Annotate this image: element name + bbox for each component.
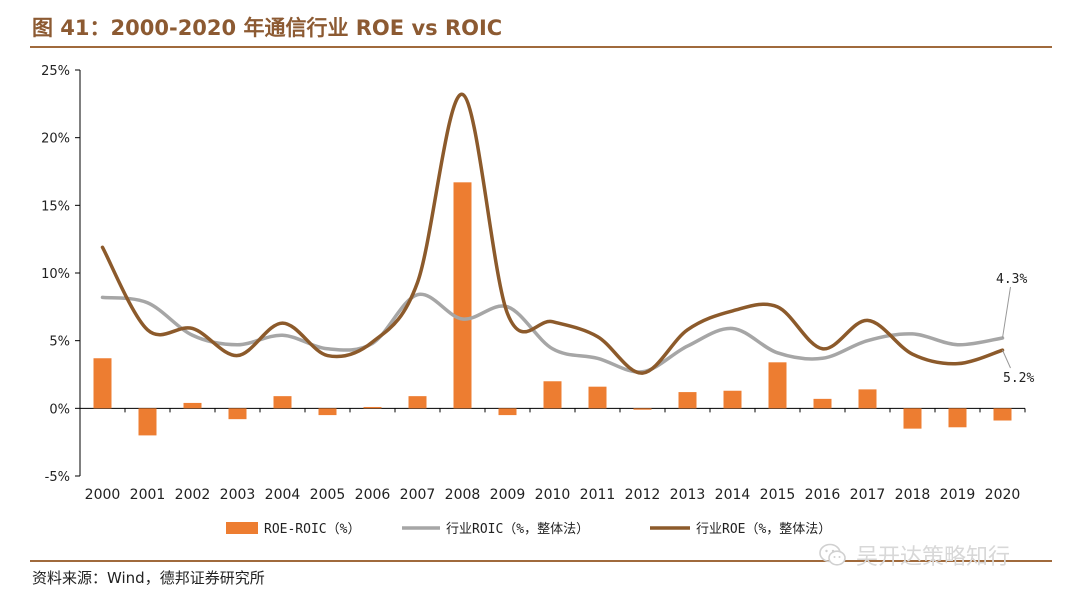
x-tick-label: 2018	[895, 487, 931, 503]
y-tick-label: 5%	[49, 335, 70, 350]
bar	[678, 392, 697, 409]
bar	[588, 386, 607, 409]
annotation-leader	[1002, 349, 1011, 369]
bar	[183, 402, 202, 409]
watermark-text: 吴开达策略知行	[856, 545, 1011, 570]
x-tick-label: 2007	[400, 487, 436, 503]
bar	[93, 358, 112, 409]
x-tick-label: 2015	[760, 487, 796, 503]
x-tick-label: 2013	[670, 487, 706, 503]
legend-label: 行业ROE（%，整体法）	[696, 522, 831, 537]
x-tick-label: 2011	[580, 487, 616, 503]
annotation-label: 5.2%	[1003, 371, 1034, 386]
x-tick-label: 2008	[445, 487, 481, 503]
x-tick-label: 2005	[310, 487, 346, 503]
annotation-label: 4.3%	[996, 272, 1027, 287]
page-title: 图 41：2000-2020 年通信行业 ROE vs ROIC	[32, 16, 503, 40]
chart-legend: ROE-ROIC（%） 行业ROIC（%，整体法） 行业ROE（%，整体法）	[226, 522, 831, 537]
y-tick-label: -5%	[45, 470, 70, 485]
legend-label: 行业ROIC（%，整体法）	[446, 522, 589, 537]
bar	[228, 408, 247, 420]
annotation-leader	[1002, 286, 1011, 339]
bar	[723, 390, 742, 409]
x-tick-label: 2006	[355, 487, 391, 503]
bar	[813, 398, 832, 409]
wechat-icon	[819, 543, 846, 566]
source-note: 资料来源：Wind，德邦证券研究所	[32, 569, 265, 587]
bar	[633, 408, 652, 410]
x-tick-label: 2009	[490, 487, 526, 503]
chart-axes: -5% 0% 5% 10% 15% 20% 25% 2000 2001 2002 2003 2004 2…	[41, 64, 1026, 503]
bar	[993, 408, 1012, 421]
bar	[768, 362, 787, 409]
bar	[498, 408, 517, 416]
y-tick-label: 20%	[41, 132, 70, 147]
y-tick-label: 15%	[41, 199, 70, 214]
x-tick-label: 2020	[985, 487, 1021, 503]
x-tick-label: 2004	[265, 487, 301, 503]
y-tick-label: 0%	[49, 402, 70, 417]
bar	[858, 389, 877, 409]
y-tick-label: 25%	[41, 64, 70, 79]
x-tick-label: 2003	[220, 487, 256, 503]
x-tick-label: 2001	[130, 487, 166, 503]
line-series	[100, 92, 1005, 375]
x-tick-label: 2010	[535, 487, 571, 503]
title-divider	[30, 46, 1052, 48]
footer-divider	[30, 560, 1052, 562]
legend-label: ROE-ROIC（%）	[264, 522, 360, 537]
bar	[273, 396, 292, 409]
bar	[453, 182, 472, 409]
bar	[363, 406, 382, 409]
roe-line	[100, 92, 1005, 375]
bar	[138, 408, 157, 436]
watermark: 吴开达策略知行	[818, 538, 1010, 572]
bar	[318, 408, 337, 416]
x-tick-label: 2019	[940, 487, 976, 503]
x-tick-label: 2000	[85, 487, 121, 503]
x-tick-label: 2002	[175, 487, 211, 503]
legend-swatch-bar	[226, 522, 258, 534]
x-tick-label: 2012	[625, 487, 661, 503]
x-tick-label: 2016	[805, 487, 841, 503]
roic-line	[100, 292, 1005, 374]
x-tick-label: 2017	[850, 487, 886, 503]
chart-annotations: 4.3% 5.2%	[996, 272, 1034, 386]
bar	[543, 381, 562, 409]
bar-series	[93, 182, 1012, 436]
bar	[903, 408, 922, 429]
y-tick-label: 10%	[41, 267, 70, 282]
x-tick-label: 2014	[715, 487, 751, 503]
bar	[948, 408, 967, 428]
bar	[408, 396, 427, 409]
